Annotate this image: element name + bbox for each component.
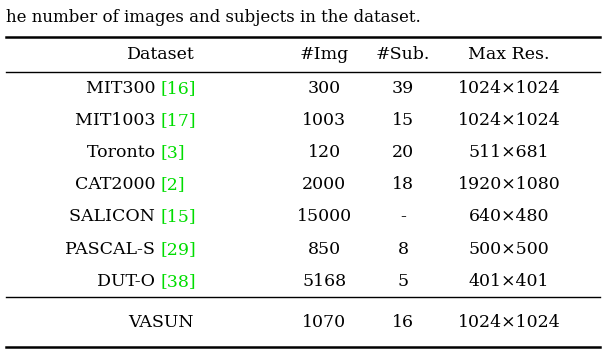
Text: [15]: [15] bbox=[161, 208, 196, 226]
Text: 300: 300 bbox=[308, 80, 341, 97]
Text: CAT2000: CAT2000 bbox=[75, 176, 161, 193]
Text: -: - bbox=[400, 208, 406, 226]
Text: he number of images and subjects in the dataset.: he number of images and subjects in the … bbox=[6, 9, 421, 26]
Text: 500×500: 500×500 bbox=[468, 241, 550, 258]
Text: DUT-O: DUT-O bbox=[97, 273, 161, 290]
Text: 1024×1024: 1024×1024 bbox=[458, 112, 561, 129]
Text: [17]: [17] bbox=[161, 112, 196, 129]
Text: #Sub.: #Sub. bbox=[376, 46, 430, 63]
Text: [29]: [29] bbox=[161, 241, 196, 258]
Text: 15000: 15000 bbox=[297, 208, 351, 226]
Text: VASUN: VASUN bbox=[128, 314, 193, 331]
Text: Max Res.: Max Res. bbox=[468, 46, 550, 63]
Text: 39: 39 bbox=[392, 80, 414, 97]
Text: #Img: #Img bbox=[299, 46, 349, 63]
Text: SALICON: SALICON bbox=[69, 208, 161, 226]
Text: 2000: 2000 bbox=[302, 176, 346, 193]
Text: 511×681: 511×681 bbox=[468, 144, 550, 161]
Text: MIT1003: MIT1003 bbox=[75, 112, 161, 129]
Text: 1070: 1070 bbox=[302, 314, 346, 331]
Text: 1920×1080: 1920×1080 bbox=[458, 176, 561, 193]
Text: 120: 120 bbox=[308, 144, 341, 161]
Text: [3]: [3] bbox=[161, 144, 185, 161]
Text: 5: 5 bbox=[398, 273, 408, 290]
Text: 15: 15 bbox=[392, 112, 414, 129]
Text: 850: 850 bbox=[308, 241, 341, 258]
Text: MIT300: MIT300 bbox=[85, 80, 161, 97]
Text: 8: 8 bbox=[398, 241, 408, 258]
Text: 16: 16 bbox=[392, 314, 414, 331]
Text: 1024×1024: 1024×1024 bbox=[458, 80, 561, 97]
Text: 20: 20 bbox=[392, 144, 414, 161]
Text: PASCAL-S: PASCAL-S bbox=[65, 241, 161, 258]
Text: [16]: [16] bbox=[161, 80, 196, 97]
Text: 640×480: 640×480 bbox=[469, 208, 549, 226]
Text: [38]: [38] bbox=[161, 273, 196, 290]
Text: 18: 18 bbox=[392, 176, 414, 193]
Text: Toronto: Toronto bbox=[87, 144, 161, 161]
Text: Dataset: Dataset bbox=[127, 46, 195, 63]
Text: 5168: 5168 bbox=[302, 273, 346, 290]
Text: [2]: [2] bbox=[161, 176, 185, 193]
Text: 1024×1024: 1024×1024 bbox=[458, 314, 561, 331]
Text: 401×401: 401×401 bbox=[469, 273, 549, 290]
Text: 1003: 1003 bbox=[302, 112, 346, 129]
